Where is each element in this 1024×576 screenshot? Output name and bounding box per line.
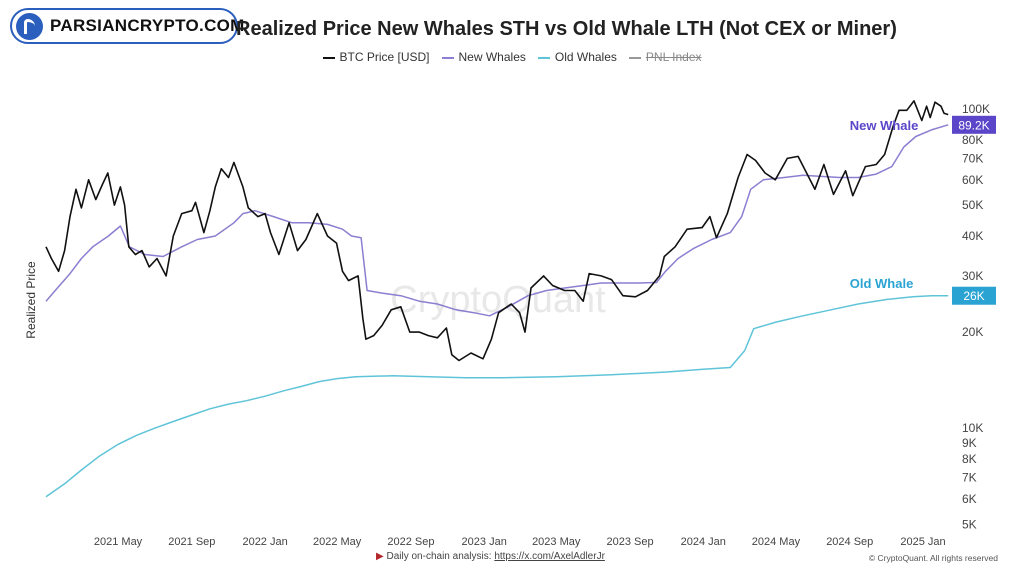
x-tick-label: 2021 Sep [168,536,215,548]
chart-title: Realized Price New Whales STH vs Old Wha… [236,18,897,40]
footer-copyright: © CryptoQuant. All rights reserved [868,553,998,563]
x-tick-label: 2021 May [94,536,143,548]
y-tick-label: 7K [962,471,977,485]
logo-icon [16,13,43,40]
x-tick-label: 2022 May [313,536,362,548]
y-tick-label: 80K [962,133,983,147]
y-tick-label: 10K [962,421,983,435]
y-tick-label: 70K [962,151,983,165]
legend-item-pnl-index[interactable]: PNL Index [628,50,702,64]
value-badge-label: 26K [963,289,984,303]
series-line-old-whales [45,294,949,498]
footer-analysis: ▶ Daily on-chain analysis: https://x.com… [376,551,605,562]
legend-label: PNL Index [645,50,702,64]
y-tick-label: 9K [962,436,977,450]
footer-analysis-label: Daily on-chain analysis: [386,551,495,562]
y-tick-label: 60K [962,173,983,187]
legend-label: BTC Price [USD] [339,50,430,64]
legend-label: Old Whales [554,50,617,64]
x-tick-label: 2023 May [532,536,581,548]
value-badge-old-whales [952,286,996,305]
x-tick-label: 2022 Sep [387,536,434,548]
site-logo: PARSIANCRYPTO.COM [10,8,244,44]
value-badge-new-whales [952,115,996,134]
value-badge-label: 89.2K [958,118,989,132]
legend-swatch [441,56,454,59]
y-tick-label: 20K [962,325,983,339]
legend-label: New Whales [458,50,526,64]
y-axis-label: Realized Price [24,261,38,339]
legend-item-old-whales[interactable]: Old Whales [537,50,617,64]
annotation-old-whale: Old Whale [850,276,914,291]
y-tick-label: 8K [962,452,977,466]
logo-text: PARSIANCRYPTO.COM [50,16,245,35]
legend-item-btc-price-usd[interactable]: BTC Price [USD] [322,50,430,64]
annotation-new-whale: New Whale [850,118,919,133]
x-tick-label: 2023 Jan [462,536,507,548]
y-tick-label: 100K [962,102,990,116]
x-tick-label: 2024 Jan [681,536,726,548]
y-tick-label: 5K [962,517,977,531]
legend-swatch [322,56,335,59]
x-tick-label: 2022 Jan [242,536,287,548]
y-tick-label: 6K [962,492,977,506]
legend-swatch [537,56,550,59]
legend-swatch [628,56,641,59]
x-tick-label: 2024 Sep [826,536,873,548]
y-tick-label: 50K [962,198,983,212]
x-tick-label: 2025 Jan [900,536,945,548]
series-line-btc-price-usd [45,100,949,362]
x-tick-label: 2023 Sep [607,536,654,548]
flag-icon: ▶ [376,551,384,562]
y-tick-label: 30K [962,269,983,283]
footer-analysis-link[interactable]: https://x.com/AxelAdlerJr [494,551,605,562]
chart-legend: BTC Price [USD] New Whales Old Whales PNL I… [0,50,1024,64]
legend-item-new-whales[interactable]: New Whales [441,50,526,64]
series-line-new-whales [45,124,949,317]
x-tick-label: 2024 May [752,536,801,548]
y-tick-label: 40K [962,229,983,243]
